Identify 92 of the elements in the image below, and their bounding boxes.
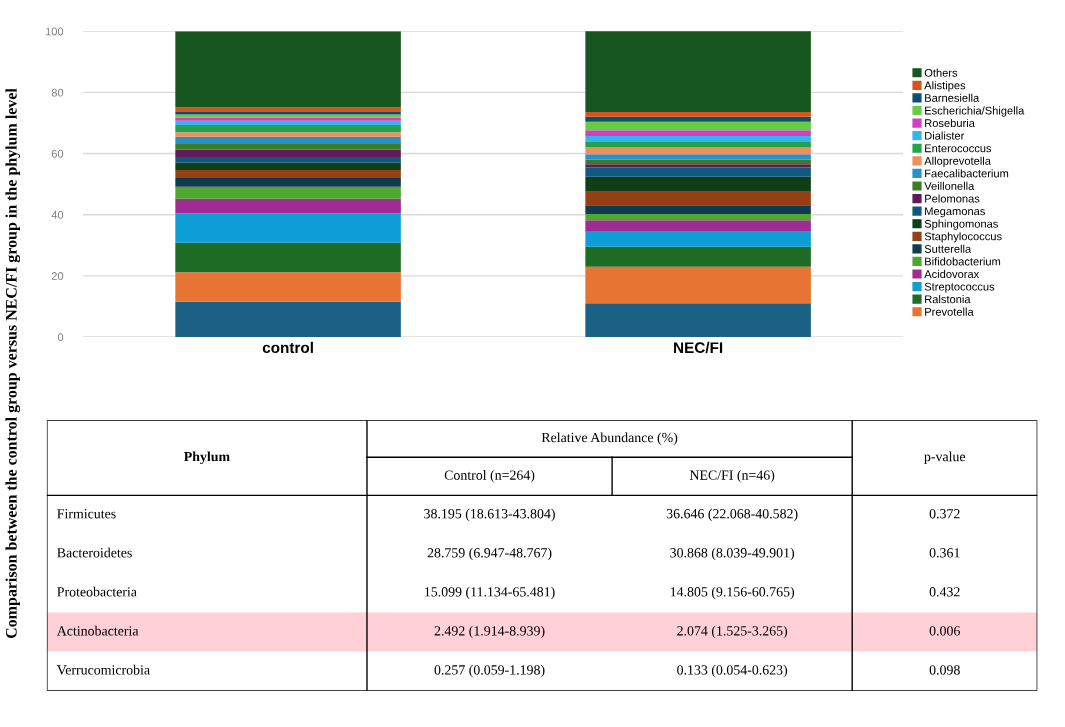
- legend-label: Enterococcus: [925, 144, 992, 153]
- bar: [175, 170, 401, 178]
- legend-label: Sutterella: [924, 244, 972, 253]
- legend-label: Pelomonas: [925, 194, 980, 203]
- y-tick-label: 20: [51, 272, 64, 280]
- legend-label: Staphylococcus: [924, 232, 1002, 243]
- bar: [175, 156, 401, 163]
- y-tick-label: 80: [51, 88, 64, 97]
- bar: [585, 154, 811, 160]
- text: Bacteroidetes: [57, 547, 132, 558]
- bar: [175, 162, 401, 171]
- bar: [175, 125, 401, 133]
- legend-label: Bifidobacterium: [925, 257, 1001, 266]
- legend-label: Others: [924, 68, 958, 77]
- text: 0.372: [929, 509, 960, 519]
- text: 38.195 (18.613-43.804): [424, 508, 555, 522]
- legend-label: Sphingomonas: [924, 219, 998, 230]
- y-tick-label: 100: [45, 27, 64, 36]
- bar: [175, 198, 401, 214]
- bar: [585, 31, 811, 112]
- bar: [175, 272, 401, 302]
- legend-label: Alistipes: [924, 81, 966, 92]
- text: 0.432: [929, 587, 960, 597]
- x-tick-label: NEC/FI: [674, 341, 723, 354]
- legend-label: Streptococcus: [924, 282, 995, 293]
- bar: [585, 231, 811, 247]
- text: 0.098: [929, 665, 960, 675]
- legend-label: Roseburia: [925, 118, 975, 128]
- text: Firmicutes: [57, 509, 116, 519]
- bar: [585, 130, 811, 137]
- y-tick-label: 0: [57, 333, 64, 342]
- text: Actinobacteria: [56, 625, 139, 636]
- legend-label: Dialister: [925, 131, 965, 140]
- text: Relative Abundance (%): [541, 432, 678, 446]
- bar: [175, 136, 401, 145]
- bar: [585, 205, 811, 215]
- legend-label: Acidovorax: [924, 269, 980, 279]
- text: 0.133 (0.054-0.623): [677, 664, 788, 678]
- bar: [175, 301, 401, 337]
- bar: [585, 266, 811, 304]
- text: 2.074 (1.525-3.265): [677, 625, 788, 639]
- bar: [585, 116, 811, 122]
- bar: [175, 132, 401, 137]
- legend-label: Barnesiella: [925, 93, 980, 102]
- text: NEC/FI (n=46): [689, 470, 775, 483]
- legend-label: Ralstonia: [925, 295, 971, 304]
- bar: [175, 213, 401, 243]
- y-axis-title: Comparison between the control group versus NEC/FI group in the phylum level: [5, 88, 21, 639]
- text: Phylum: [184, 451, 230, 465]
- text: 36.646 (22.068-40.582): [666, 508, 798, 522]
- bar: [585, 164, 811, 168]
- text: Control (n=264): [444, 470, 535, 483]
- bar: [175, 144, 401, 150]
- bar: [585, 303, 811, 337]
- bar: [585, 111, 811, 117]
- legend-label: Megamonas: [925, 207, 985, 218]
- text: 0.257 (0.059-1.198): [434, 664, 545, 678]
- bar: [585, 214, 811, 221]
- bar: [585, 141, 811, 148]
- y-tick-label: 40: [51, 210, 64, 219]
- bar: [585, 136, 811, 142]
- bar: [175, 186, 401, 199]
- bar: [175, 178, 401, 187]
- bar: [585, 246, 811, 267]
- bar: [175, 242, 401, 273]
- legend-label: Escherichia/Shigella: [925, 106, 1025, 117]
- text: 30.868 (8.039-49.901): [670, 547, 795, 561]
- legend-label: Prevotella: [925, 307, 974, 316]
- text: 0.006: [929, 626, 960, 636]
- bar: [585, 167, 811, 177]
- bar: [175, 120, 401, 126]
- text: 2.492 (1.914-8.939): [434, 625, 545, 639]
- legend-label: Veillonella: [924, 181, 975, 190]
- bar: [585, 121, 811, 131]
- bar: [175, 107, 401, 112]
- bar: [585, 220, 811, 232]
- text: p-value: [924, 451, 966, 465]
- text: Verrucomicrobia: [56, 664, 150, 675]
- text: 0.361: [929, 548, 960, 558]
- legend-label: Alloprevotella: [924, 156, 991, 168]
- text: Proteobacteria: [57, 586, 137, 597]
- y-tick-label: 60: [51, 149, 64, 158]
- x-tick-label: control: [262, 341, 313, 354]
- bar: [585, 147, 811, 155]
- bar: [585, 176, 811, 192]
- text: 15.099 (11.134-65.481): [425, 586, 555, 600]
- legend-label: Faecalibacterium: [925, 169, 1009, 178]
- text: 14.805 (9.156-60.765): [670, 586, 795, 600]
- bar: [175, 31, 401, 108]
- bar: [175, 149, 401, 157]
- text: 28.759 (6.947-48.767): [427, 547, 552, 561]
- bar: [585, 191, 811, 206]
